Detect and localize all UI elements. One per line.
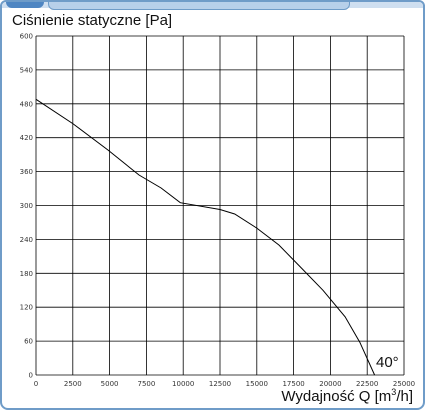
x-tick-label: 22500 [356, 380, 378, 388]
y-tick-label: 540 [20, 66, 33, 74]
y-tick-label: 360 [20, 168, 33, 176]
x-axis-label-prefix: Wydajność Q [m [281, 388, 392, 405]
x-tick-label: 7500 [137, 380, 155, 388]
x-tick-label: 25000 [393, 380, 415, 388]
chart-title: Ciśnienie statyczne [Pa] [12, 12, 173, 29]
series-line [35, 98, 376, 376]
y-tick-label: 420 [20, 134, 33, 142]
y-tick-label: 180 [20, 270, 33, 278]
x-tick-label: 5000 [101, 380, 119, 388]
x-axis-label-exponent: 3 [391, 387, 397, 397]
chart-grid [35, 35, 405, 376]
x-tick-label: 0 [34, 380, 38, 388]
x-tick-label: 20000 [319, 380, 341, 388]
y-tick-label: 120 [20, 304, 33, 312]
x-tick-label: 17500 [282, 380, 304, 388]
y-tick-label: 600 [20, 33, 33, 41]
x-tick-label: 12500 [209, 380, 231, 388]
tab-main[interactable] [48, 2, 350, 10]
y-tick-label: 300 [20, 202, 33, 210]
x-tick-labels: 0 2500 5000 7500 10000 12500 15000 17500 20000 22… [34, 380, 415, 388]
x-tick-label: 15000 [246, 380, 268, 388]
x-tick-label: 2500 [64, 380, 82, 388]
x-axis-label-suffix: /h] [396, 388, 413, 405]
x-tick-label: 10000 [172, 380, 194, 388]
window-tab-strip [2, 2, 423, 10]
x-axis-label: Wydajność Q [m3/h] [281, 387, 413, 405]
y-tick-labels: 0 60 120 180 240 300 360 420 480 540 600 [20, 33, 33, 380]
y-tick-label: 0 [29, 372, 33, 380]
y-tick-label: 60 [24, 338, 33, 346]
y-tick-label: 480 [20, 100, 33, 108]
annotation-angle: 40° [376, 354, 399, 371]
y-tick-label: 240 [20, 236, 33, 244]
tab-left[interactable] [6, 2, 44, 8]
